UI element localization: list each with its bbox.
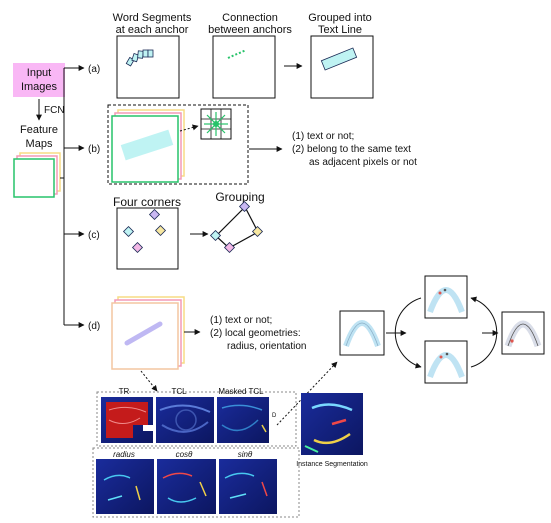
row-b-dashed-frame: [107, 104, 249, 185]
row-b-output-2b: as adjacent pixels or not: [309, 157, 417, 168]
map-bottom-dashed-frame: [92, 447, 300, 518]
arc-cycle-left: [394, 297, 422, 369]
map-d-mark: D: [272, 413, 277, 419]
arc-refinement-chain: [339, 275, 545, 384]
arc-frame-final: [501, 311, 545, 355]
corner-points-icon: [122, 208, 167, 254]
anchor-connection-icon: [227, 49, 247, 59]
branch-c-label: (c): [88, 230, 100, 241]
row-d-maps-arrow: [140, 370, 158, 392]
input-label-2: Images: [21, 81, 58, 93]
row-b-zoom-arrow: [179, 124, 199, 132]
feature-label-1: Feature: [20, 124, 58, 136]
row-b: (1) text or not; (2) belong to the same …: [107, 104, 417, 185]
row-c: Four corners Grouping: [113, 190, 265, 270]
word-segments-icon: [125, 49, 154, 67]
row-a-col2-line1: Connection: [222, 12, 278, 24]
row-a-col2-line2: between anchors: [208, 24, 292, 36]
map-tcl-label: TCL: [171, 387, 187, 396]
row-d-feature-map: [111, 302, 179, 370]
map-sin-label: sinθ: [238, 450, 253, 459]
row-d: (1) text or not; (2) local geometries: r…: [111, 296, 307, 392]
row-a: Word Segments at each anchor Connection …: [113, 12, 374, 99]
row-a-frame-3: [310, 35, 374, 99]
map-panels: TR TCL Masked TCL D radius cosθ sinθ: [92, 361, 368, 518]
map-masked-tcl: [217, 397, 269, 443]
row-d-text-center-line: [124, 321, 163, 346]
instance-to-arc-arrow: [276, 361, 338, 426]
map-masked-label: Masked TCL: [218, 387, 264, 396]
row-b-text-region: [120, 129, 174, 161]
row-c-frame: [116, 207, 179, 270]
input-images-box: Input Images: [13, 63, 65, 97]
row-a-col3-line1: Grouped into: [308, 12, 372, 24]
branch-a-label: (a): [88, 64, 100, 75]
instance-segmentation-label: Instance Segmentation: [296, 461, 368, 468]
feature-maps-stack: [13, 152, 61, 198]
row-d-output-1: (1) text or not;: [210, 315, 272, 326]
fcn-label: FCN: [44, 105, 65, 116]
map-cos: [157, 459, 216, 514]
input-label-1: Input: [27, 67, 51, 79]
row-d-output-2a: (2) local geometries:: [210, 328, 301, 339]
map-radius-label: radius: [113, 450, 135, 459]
row-a-col1-line2: at each anchor: [116, 24, 189, 36]
row-d-output-2b: radius, orientation: [227, 341, 307, 352]
arc-frame-initial: [339, 310, 385, 356]
text-line-box-icon: [320, 47, 358, 71]
branch-b-label: (b): [88, 144, 100, 155]
row-c-title-2: Grouping: [215, 190, 264, 204]
map-radius: [96, 459, 154, 514]
map-top-dashed-frame: [96, 391, 297, 447]
map-tr-label: TR: [119, 387, 130, 396]
map-tcl: [156, 397, 214, 443]
row-b-output-2a: (2) belong to the same text: [292, 144, 411, 155]
branch-tree: [60, 65, 85, 328]
grouping-icon: [209, 200, 264, 254]
row-a-col3-line2: Text Line: [318, 24, 362, 36]
branch-d-label: (d): [88, 321, 100, 332]
row-c-title-1: Four corners: [113, 195, 181, 209]
row-a-frame-2: [212, 35, 276, 99]
map-cos-label: cosθ: [176, 450, 193, 459]
row-b-output-1: (1) text or not;: [292, 131, 354, 142]
row-a-frame-1: [116, 35, 180, 99]
feature-label-2: Maps: [26, 138, 53, 150]
map-sin: [219, 459, 277, 514]
row-a-col1-line1: Word Segments: [113, 12, 192, 24]
pixel-grid-icon: [200, 108, 232, 140]
